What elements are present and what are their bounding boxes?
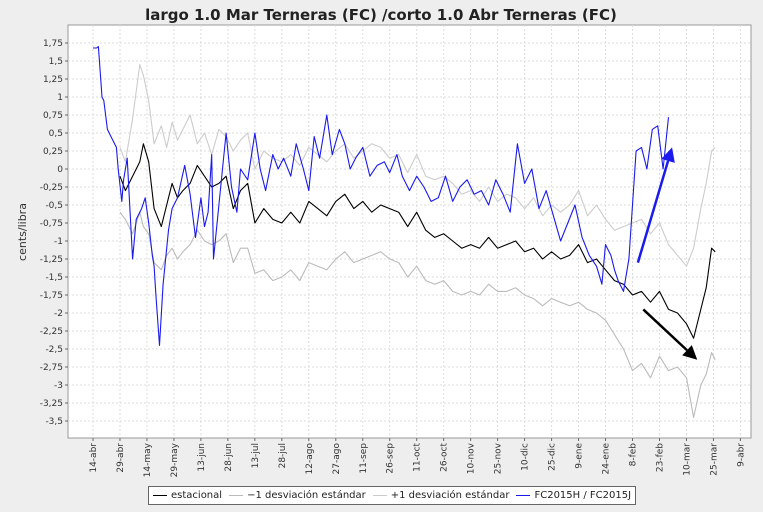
annotation-arrow-head	[682, 345, 698, 360]
x-tick-label: 14-may	[143, 442, 153, 477]
legend-swatch-plus-1-sd	[372, 495, 387, 496]
x-tick-label: 10-mar	[682, 443, 692, 476]
y-tick-label: -2	[54, 309, 63, 319]
y-tick-label: -0,75	[40, 219, 63, 229]
x-tick-label: 10-dic	[521, 443, 531, 471]
annotation-arrow-head	[661, 147, 675, 163]
series-line-1-desviaci-n-est-ndar	[119, 211, 716, 418]
y-tick-label: 1,5	[49, 57, 63, 67]
legend-label-estacional: estacional	[171, 490, 223, 501]
y-tick-label: -1,25	[40, 255, 63, 265]
x-tick-label: 23-feb	[655, 443, 665, 472]
series-layer	[93, 46, 716, 418]
x-tick-label: 13-jul	[251, 443, 261, 468]
x-tick-label: 25-nov	[494, 442, 504, 474]
x-tick-label: 25-dic	[548, 443, 558, 471]
y-tick-label: -2,75	[40, 363, 63, 373]
x-tick-label: 12-ago	[305, 443, 315, 475]
x-tick-label: 28-jun	[224, 443, 234, 472]
x-tick-label: 13-jun	[197, 443, 207, 472]
plot-area	[67, 24, 752, 439]
x-tick-label: 26-oct	[440, 443, 450, 472]
y-tick-label: 0,75	[43, 111, 63, 121]
legend-swatch-estacional	[153, 495, 167, 496]
legend-label-fc2015h-fc2015j: FC2015H / FC2015J	[534, 490, 632, 501]
legend-item-plus-1-sd: +1 desviación estándar	[372, 490, 510, 501]
legend-label-plus-1-sd: +1 desviación estándar	[390, 490, 510, 501]
x-tick-label: 27-ago	[332, 443, 342, 475]
x-tick-label: 29-may	[170, 442, 180, 477]
legend-swatch-fc2015h-fc2015j	[516, 495, 531, 496]
x-tick-label: 14-abr	[89, 443, 99, 473]
legend-item-minus-1-sd: −1 desviación estándar	[229, 490, 366, 501]
y-tick-label: -2,5	[45, 345, 63, 355]
x-axis: 14-abr 29-abr 14-may 29-may 13-jun 28-jun 13-j…	[89, 438, 746, 477]
x-tick-label: 29-abr	[116, 443, 126, 473]
y-tick-label: -1,75	[40, 291, 63, 301]
y-tick-label: 1,75	[43, 39, 63, 49]
x-tick-label: 25-mar	[709, 443, 719, 476]
y-tick-label: -3	[54, 381, 63, 391]
y-tick-label: -1	[54, 237, 63, 247]
legend-item-estacional: estacional	[153, 490, 222, 501]
y-tick-label: 0,5	[49, 129, 63, 139]
legend: estacional −1 desviación estándar +1 des…	[148, 486, 637, 505]
x-tick-label: 9-ene	[575, 443, 585, 469]
annotation-arrow-shaft	[642, 308, 688, 352]
chart-title: largo 1.0 Mar Terneras (FC) /corto 1.0 A…	[145, 6, 617, 24]
x-tick-label: 8-feb	[629, 443, 639, 467]
x-tick-label: 28-jul	[278, 443, 288, 468]
series-line-1-desviaci-n-est-ndar	[119, 64, 716, 267]
y-tick-label: 0,25	[43, 147, 63, 157]
annotation-layer	[636, 147, 698, 360]
legend-swatch-minus-1-sd	[229, 495, 244, 496]
x-tick-label: 9-abr	[736, 443, 746, 467]
series-line-estacional	[119, 143, 716, 339]
x-tick-label: 11-sep	[359, 443, 369, 474]
x-tick-label: 24-ene	[602, 443, 612, 475]
y-tick-label: 1	[57, 93, 63, 103]
legend-item-fc2015h-fc2015j: FC2015H / FC2015J	[516, 490, 631, 501]
y-axis-title: cents/libra	[16, 203, 29, 261]
y-tick-label: -3,5	[45, 417, 63, 427]
legend-label-minus-1-sd: −1 desviación estándar	[247, 490, 366, 501]
series-line-fc2015h-fc2015j	[93, 46, 670, 346]
x-tick-label: 11-oct	[413, 443, 423, 472]
y-tick-label: -0,25	[40, 183, 63, 193]
x-tick-label: 26-sep	[386, 443, 396, 474]
grid	[68, 25, 751, 438]
y-tick-label: -2,25	[40, 327, 63, 337]
annotation-arrow-shaft	[636, 160, 670, 263]
y-tick-label: -1,5	[45, 273, 63, 283]
y-axis: 1,75 1,5 1,25 1 0,75 0,5 0,25 0 -0,25 -0,5 -0,75 -1…	[40, 39, 68, 427]
y-tick-label: 0	[57, 165, 63, 175]
y-tick-label: 1,25	[43, 75, 63, 85]
y-tick-label: -3,25	[40, 399, 63, 409]
x-tick-label: 10-nov	[467, 442, 477, 474]
y-tick-label: -0,5	[45, 201, 63, 211]
